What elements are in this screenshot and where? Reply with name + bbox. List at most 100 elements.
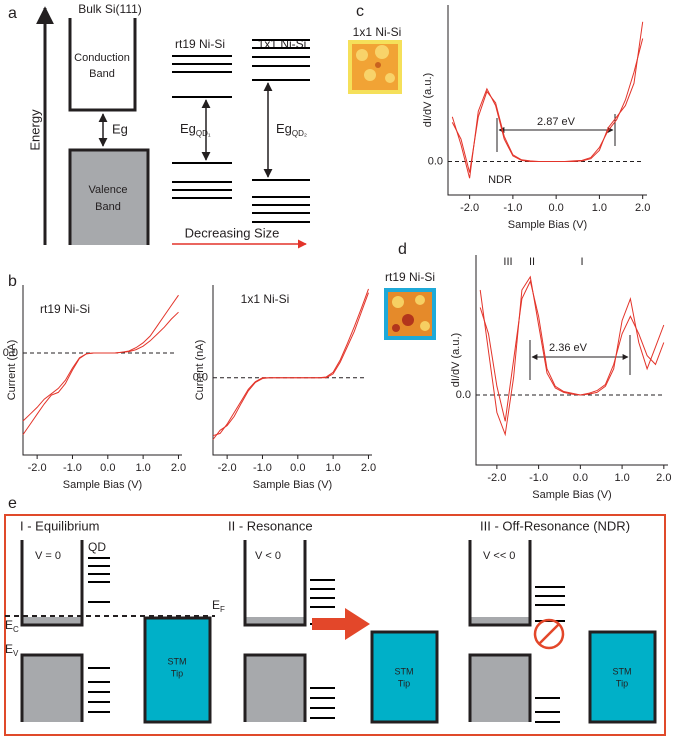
qd-label: QD	[88, 540, 106, 554]
panel-e: I - Equilibrium II - Resonance III - Off…	[4, 514, 666, 736]
x-tick-label: 0.0	[573, 472, 588, 484]
y-tick-label: 0.0	[428, 155, 443, 167]
y-tick-label: 0.0	[3, 347, 18, 359]
y-axis-label: Current (nA)	[194, 340, 206, 401]
e-main: E	[5, 642, 13, 656]
x-tick-label: 0.0	[290, 462, 305, 474]
x-tick-label: 2.0	[656, 472, 671, 484]
axis	[212, 285, 372, 456]
stage-title: II - Resonance	[228, 518, 313, 533]
axis-label: Energy	[27, 109, 42, 151]
gap-sub: QD₁	[196, 129, 211, 138]
curve	[212, 288, 369, 440]
x-tick-label: -1.0	[529, 472, 548, 484]
x-tick-label: 2.0	[635, 202, 650, 214]
ev-label: EV	[5, 642, 19, 658]
y-axis-label: dI/dV (a.u.)	[450, 333, 462, 387]
title: rt19 Ni-Si	[175, 37, 225, 51]
panel-label: e	[8, 495, 17, 512]
stm-image	[384, 288, 436, 340]
x-axis-label: Sample Bias (V)	[532, 489, 611, 501]
x-axis-label: Sample Bias (V)	[253, 479, 332, 491]
chart-title: rt19 Ni-Si	[40, 302, 90, 316]
y-tick-label: 0.0	[456, 389, 471, 401]
x-tick-label: 2.0	[171, 462, 186, 474]
x-tick-label: -2.0	[28, 462, 47, 474]
band-label: Valence	[89, 184, 128, 196]
x-tick-label: 1.0	[135, 462, 150, 474]
e-main: E	[5, 618, 13, 632]
band-label: Band	[89, 68, 115, 80]
axis	[475, 255, 668, 466]
size-label: Decreasing Size	[185, 225, 280, 240]
x-tick-label: 0.0	[549, 202, 564, 214]
panel-a: Energy Bulk Si(111) Conduction Band Vale…	[27, 2, 310, 249]
image-label: rt19 Ni-Si	[385, 270, 435, 284]
tip-label: STM	[395, 666, 414, 676]
tip-label: Tip	[616, 678, 628, 688]
curve	[479, 279, 665, 422]
e-sub: V	[13, 649, 19, 658]
tip-label: STM	[168, 656, 187, 666]
panel-label: b	[8, 273, 17, 290]
stage-title: III - Off-Resonance (NDR)	[480, 518, 630, 533]
band-label: Band	[95, 201, 121, 213]
x-tick-label: 1.0	[592, 202, 607, 214]
gap-sub: QD₂	[292, 129, 307, 138]
e-sub: F	[220, 605, 225, 614]
gap-label: Eg	[112, 121, 128, 136]
bias-label: V = 0	[35, 550, 61, 562]
image-label: 1x1 Ni-Si	[353, 25, 402, 39]
gap-main: Eg	[276, 121, 292, 136]
tip-label: Tip	[398, 678, 410, 688]
stm-image	[348, 40, 402, 94]
x-tick-label: 1.0	[325, 462, 340, 474]
y-tick-label: 0.0	[193, 372, 208, 384]
x-tick-label: 1.0	[614, 472, 629, 484]
stage-title: I - Equilibrium	[20, 518, 99, 533]
x-tick-label: -2.0	[487, 472, 506, 484]
gap-main: Eg	[180, 121, 196, 136]
annotation: I	[580, 256, 583, 268]
panel-label: d	[398, 241, 407, 258]
annotation: II	[529, 256, 535, 268]
ef-label: EF	[212, 598, 225, 614]
ec-label: EC	[5, 618, 19, 634]
x-axis-label: Sample Bias (V)	[63, 479, 142, 491]
tip-label: Tip	[171, 668, 183, 678]
x-tick-label: -1.0	[503, 202, 522, 214]
x-tick-label: 0.0	[100, 462, 115, 474]
bias-label: V << 0	[483, 550, 515, 562]
chart-title: 1x1 Ni-Si	[241, 292, 290, 306]
curve	[451, 38, 644, 173]
x-tick-label: 2.0	[361, 462, 376, 474]
y-axis-label: dI/dV (a.u.)	[422, 73, 434, 127]
e-sub: C	[13, 625, 19, 634]
axis	[447, 5, 647, 196]
x-tick-label: -2.0	[218, 462, 237, 474]
title: Bulk Si(111)	[78, 2, 142, 16]
gap-label: EgQD₁	[180, 121, 211, 138]
band-label: Conduction	[74, 52, 130, 64]
curve	[451, 21, 644, 179]
panel-label: a	[8, 5, 17, 22]
annotation: 2.87 eV	[537, 116, 576, 128]
annotation: III	[503, 256, 512, 268]
x-tick-label: -1.0	[253, 462, 272, 474]
curve	[479, 275, 665, 437]
x-axis-label: Sample Bias (V)	[508, 219, 587, 231]
curve	[212, 292, 369, 437]
e-main: E	[212, 598, 220, 612]
axis	[22, 285, 182, 456]
annotation: 2.36 eV	[549, 342, 588, 354]
bias-label: V < 0	[255, 550, 281, 562]
annotation: NDR	[488, 174, 512, 186]
x-tick-label: -2.0	[460, 202, 479, 214]
x-tick-label: -1.0	[63, 462, 82, 474]
curve	[22, 311, 179, 422]
panel-label: c	[356, 3, 364, 20]
gap-label: EgQD₂	[276, 121, 307, 138]
tip-label: STM	[613, 666, 632, 676]
y-axis-label: Current (nA)	[6, 340, 18, 401]
